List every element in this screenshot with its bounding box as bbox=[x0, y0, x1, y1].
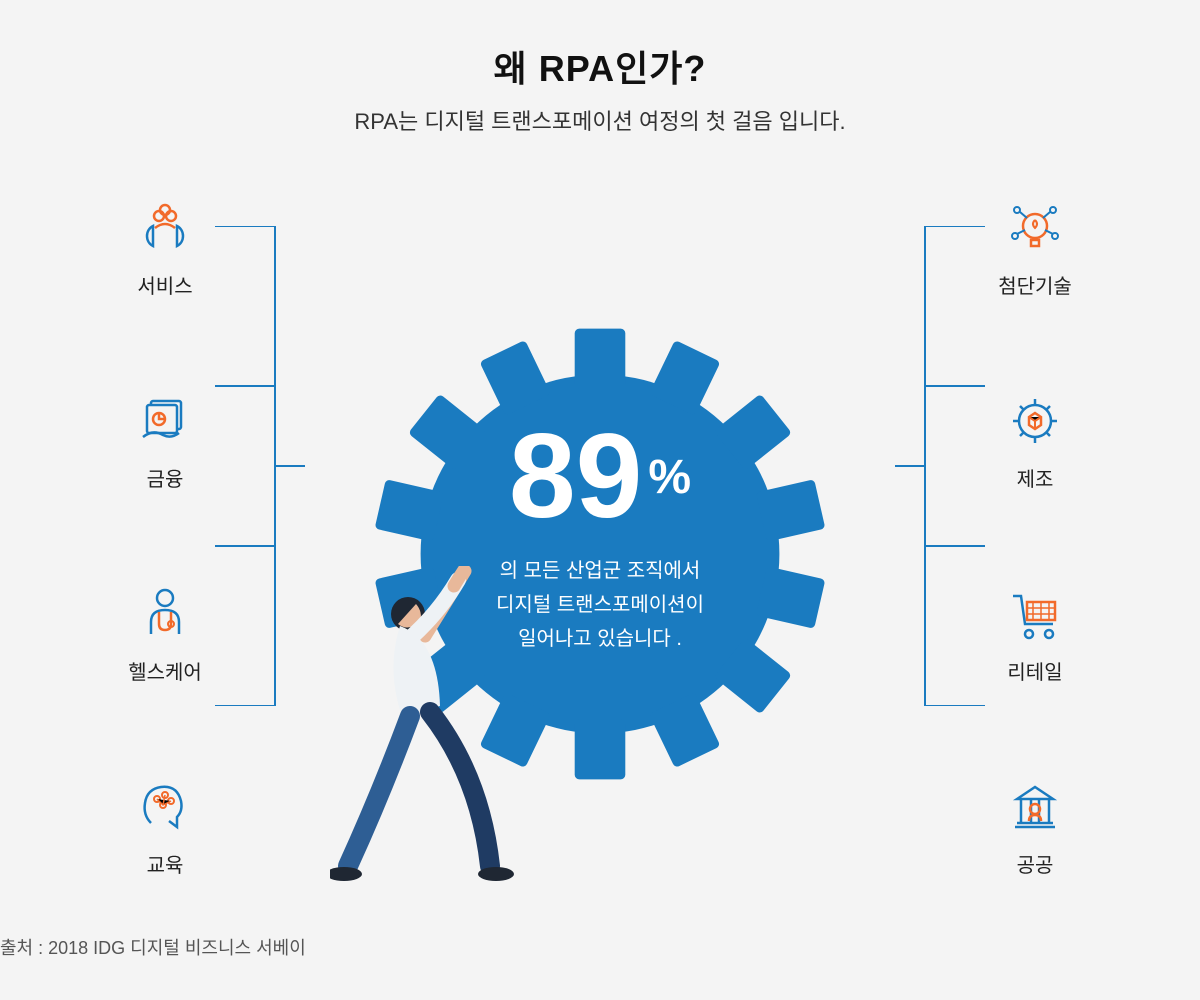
left-bracket-connector bbox=[215, 226, 305, 706]
item-label: 제조 bbox=[1017, 463, 1054, 492]
item-finance: 금융 bbox=[120, 389, 210, 492]
source-citation: 출처 : 2018 IDG 디지털 비즈니스 서베이 bbox=[0, 934, 306, 960]
person-figure bbox=[330, 566, 520, 896]
right-column: 첨단기술 제조 리테일 bbox=[990, 196, 1080, 878]
item-label: 공공 bbox=[1017, 849, 1054, 878]
item-label: 리테일 bbox=[1007, 656, 1062, 685]
item-label: 서비스 bbox=[137, 270, 192, 299]
item-label: 금융 bbox=[147, 463, 184, 492]
item-public: 공공 bbox=[990, 775, 1080, 878]
item-education: 교육 bbox=[120, 775, 210, 878]
item-label: 첨단기술 bbox=[998, 270, 1072, 299]
service-icon bbox=[133, 196, 197, 260]
item-service: 서비스 bbox=[120, 196, 210, 299]
header: 왜 RPA인가? RPA는 디지털 트랜스포메이션 여정의 첫 걸음 입니다. bbox=[0, 0, 1200, 136]
retail-icon bbox=[1003, 582, 1067, 646]
page-title: 왜 RPA인가? bbox=[0, 40, 1200, 92]
item-label: 교육 bbox=[147, 849, 184, 878]
left-column: 서비스 금융 헬스케어 bbox=[120, 196, 210, 878]
right-bracket-connector bbox=[895, 226, 985, 706]
hightech-icon bbox=[1003, 196, 1067, 260]
finance-icon bbox=[133, 389, 197, 453]
item-manufacturing: 제조 bbox=[990, 389, 1080, 492]
manufacturing-icon bbox=[1003, 389, 1067, 453]
healthcare-icon bbox=[133, 582, 197, 646]
page-subtitle: RPA는 디지털 트랜스포메이션 여정의 첫 걸음 입니다. bbox=[0, 104, 1200, 136]
education-icon bbox=[133, 775, 197, 839]
item-healthcare: 헬스케어 bbox=[120, 582, 210, 685]
item-retail: 리테일 bbox=[990, 582, 1080, 685]
public-icon bbox=[1003, 775, 1067, 839]
percent-symbol: % bbox=[648, 450, 691, 505]
percent-number: 89 bbox=[509, 416, 642, 536]
item-label: 헬스케어 bbox=[128, 656, 202, 685]
item-hightech: 첨단기술 bbox=[990, 196, 1080, 299]
main-graphic: 서비스 금융 헬스케어 bbox=[0, 136, 1200, 896]
